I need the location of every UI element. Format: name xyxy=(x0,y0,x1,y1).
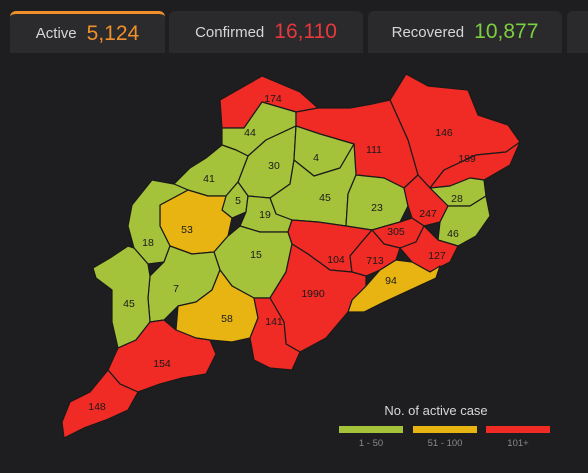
legend-label-mid: 51 - 100 xyxy=(428,438,463,449)
district-127[interactable] xyxy=(399,225,459,273)
district-label-148: 148 xyxy=(88,401,106,413)
legend-label-high: 101+ xyxy=(507,438,529,449)
legend-label-low: 1 - 50 xyxy=(359,438,383,449)
district-148[interactable] xyxy=(61,369,139,439)
district-label-189: 189 xyxy=(458,153,476,165)
district-58[interactable] xyxy=(175,269,259,343)
tab-active[interactable]: Active 5,124 xyxy=(10,11,165,53)
district-label-15: 15 xyxy=(250,249,262,261)
district-label-247: 247 xyxy=(419,208,437,220)
map-legend: No. of active case 1 - 50 51 - 100 101+ xyxy=(339,403,550,449)
district-label-19: 19 xyxy=(259,209,271,221)
tab-active-label: Active xyxy=(35,25,77,42)
district-label-23: 23 xyxy=(371,202,383,214)
district-label-53: 53 xyxy=(181,224,193,236)
legend-title: No. of active case xyxy=(384,403,487,418)
tab-recovered-value: 10,877 xyxy=(474,20,539,43)
district-map-svg: 174 146 44 111 189 30 4 41 5 45 28 23 19… xyxy=(61,73,550,449)
tab-confirmed-value: 16,110 xyxy=(274,20,337,43)
legend-swatch-mid xyxy=(413,426,477,433)
district-46[interactable] xyxy=(437,195,491,247)
district-label-146: 146 xyxy=(435,127,453,139)
district-label-41: 41 xyxy=(203,173,215,185)
case-tabs: Active 5,124 Confirmed 16,110 Recovered … xyxy=(0,0,588,55)
district-label-111: 111 xyxy=(366,144,382,156)
district-label-28: 28 xyxy=(451,193,463,205)
district-141[interactable] xyxy=(249,297,301,371)
district-label-1990: 1990 xyxy=(301,288,325,300)
district-label-127: 127 xyxy=(428,250,446,262)
district-label-45-north: 45 xyxy=(319,192,331,204)
legend-swatch-low xyxy=(339,426,403,433)
tab-recovered-label: Recovered xyxy=(391,23,465,41)
tab-confirmed[interactable]: Confirmed 16,110 xyxy=(169,11,363,53)
district-label-174: 174 xyxy=(264,93,282,105)
district-label-45-south: 45 xyxy=(123,298,135,310)
district-label-58: 58 xyxy=(221,313,233,325)
district-45-south[interactable] xyxy=(92,245,151,349)
district-18[interactable] xyxy=(127,179,189,265)
district-label-154: 154 xyxy=(153,358,171,370)
legend-swatch-high xyxy=(486,426,550,433)
district-label-7: 7 xyxy=(173,283,179,295)
district-label-104: 104 xyxy=(327,254,345,266)
district-label-305: 305 xyxy=(387,226,405,238)
district-map: 174 146 44 111 189 30 4 41 5 45 28 23 19… xyxy=(0,55,588,468)
district-label-18: 18 xyxy=(142,237,154,249)
district-label-94: 94 xyxy=(385,275,397,287)
tab-active-value: 5,124 xyxy=(86,21,140,45)
district-label-46: 46 xyxy=(447,228,459,240)
tab-confirmed-label: Confirmed xyxy=(195,23,265,41)
tab-recovered[interactable]: Recovered 10,877 xyxy=(368,11,562,53)
district-label-5: 5 xyxy=(235,195,241,207)
district-label-44: 44 xyxy=(244,127,256,139)
district-label-141: 141 xyxy=(265,316,283,328)
tab-partial[interactable] xyxy=(567,11,588,53)
district-label-30: 30 xyxy=(268,160,280,172)
district-label-713: 713 xyxy=(366,255,384,267)
district-label-4: 4 xyxy=(313,152,319,164)
